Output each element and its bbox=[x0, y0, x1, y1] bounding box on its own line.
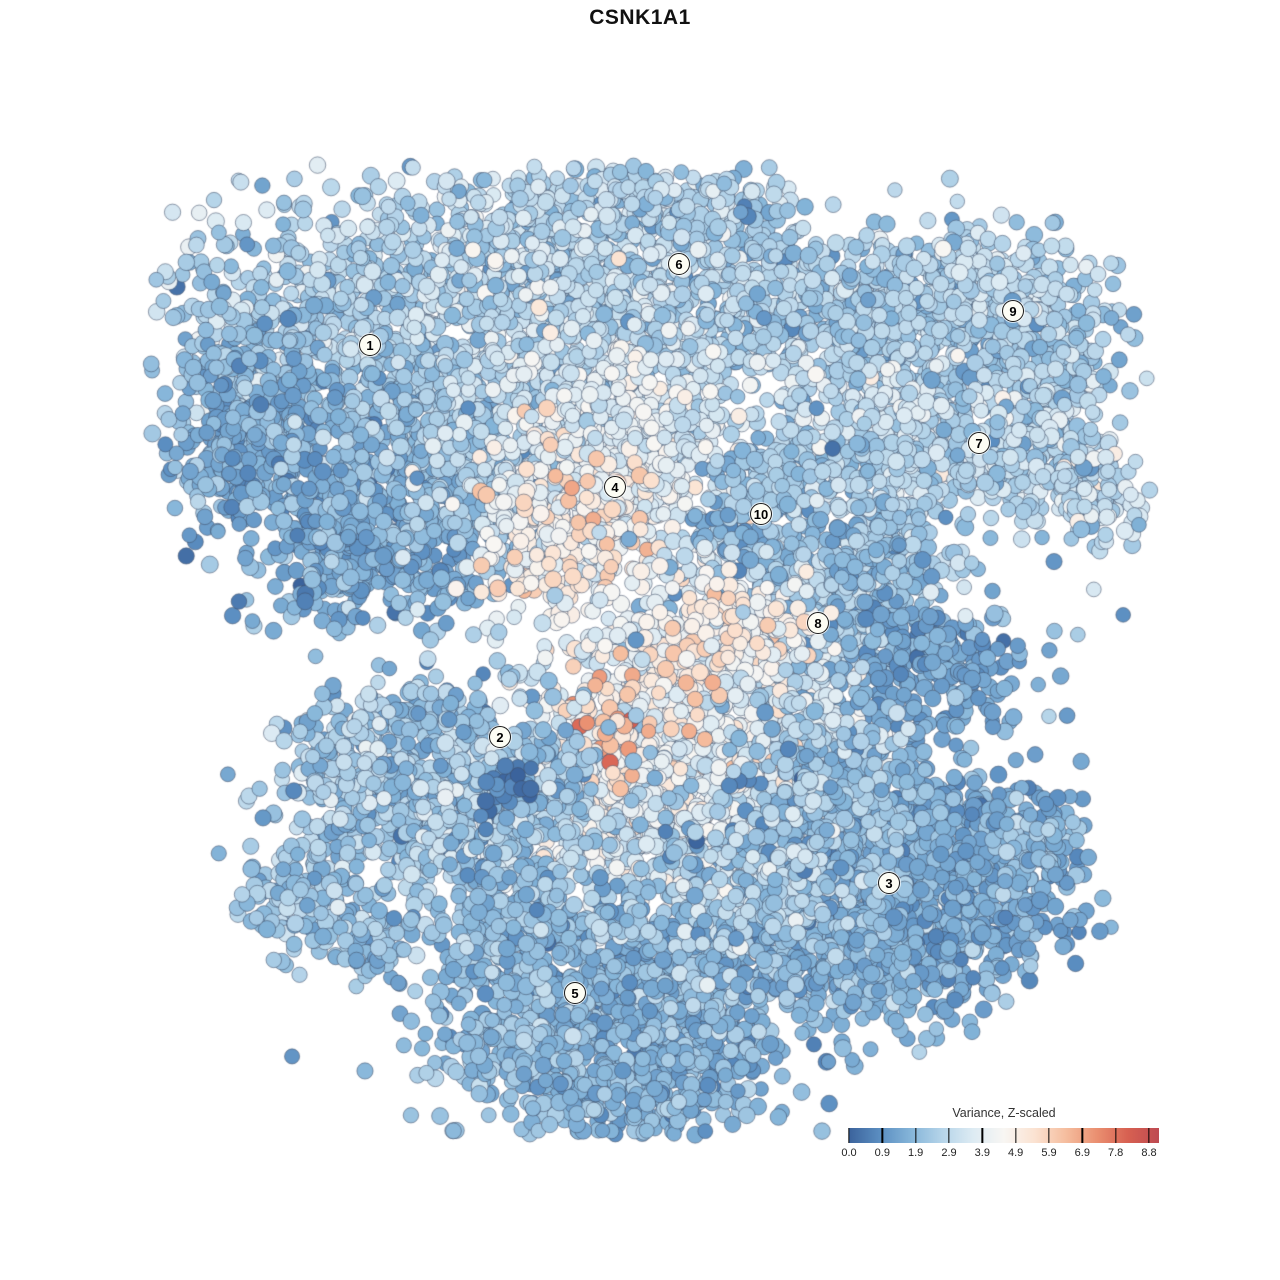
cluster-label-10: 10 bbox=[750, 503, 772, 525]
cluster-label-7: 7 bbox=[968, 432, 990, 454]
colorbar-legend: Variance, Z-scaled 0.0 0.9 1.9 2.9 3.9 4.9 5.9… bbox=[841, 1106, 1159, 1161]
colorbar-tick-label: 0.0 bbox=[841, 1147, 857, 1159]
colorbar-tick-label: 3.9 bbox=[974, 1147, 990, 1159]
colorbar-tick-label: 4.9 bbox=[1008, 1147, 1024, 1159]
colorbar-tick-label: 7.8 bbox=[1108, 1147, 1124, 1159]
colorbar-tick bbox=[1081, 1128, 1083, 1143]
colorbar-title: Variance, Z-scaled bbox=[952, 1106, 1056, 1120]
colorbar-tick-label: 8.8 bbox=[1141, 1147, 1157, 1159]
colorbar-tick bbox=[1115, 1128, 1117, 1143]
cluster-label-1: 1 bbox=[359, 334, 381, 356]
cluster-label-6: 6 bbox=[668, 253, 690, 275]
cluster-label-8: 8 bbox=[807, 612, 829, 634]
colorbar-tick bbox=[881, 1128, 883, 1143]
colorbar-tick bbox=[915, 1128, 917, 1143]
colorbar-tick-label: 1.9 bbox=[908, 1147, 924, 1159]
cluster-label-3: 3 bbox=[878, 872, 900, 894]
colorbar-tick-label: 0.9 bbox=[874, 1147, 890, 1159]
colorbar-gradient bbox=[848, 1128, 1159, 1143]
colorbar-tick-label: 2.9 bbox=[941, 1147, 957, 1159]
cluster-label-2: 2 bbox=[489, 726, 511, 748]
colorbar-tick bbox=[1015, 1128, 1017, 1143]
cluster-label-5: 5 bbox=[564, 982, 586, 1004]
colorbar-tick bbox=[948, 1128, 950, 1143]
colorbar-tick-label: 6.9 bbox=[1074, 1147, 1090, 1159]
colorbar-tick bbox=[1148, 1128, 1150, 1143]
colorbar-tick-label: 5.9 bbox=[1041, 1147, 1057, 1159]
colorbar-tick bbox=[1048, 1128, 1050, 1143]
cluster-label-9: 9 bbox=[1002, 300, 1024, 322]
colorbar-tick bbox=[848, 1128, 850, 1143]
colorbar-tick-labels: 0.0 0.9 1.9 2.9 3.9 4.9 5.9 6.9 7.8 8.8 bbox=[841, 1147, 1159, 1161]
colorbar-tick bbox=[981, 1128, 983, 1143]
chart-title: CSNK1A1 bbox=[589, 6, 691, 29]
cluster-label-4: 4 bbox=[604, 476, 626, 498]
